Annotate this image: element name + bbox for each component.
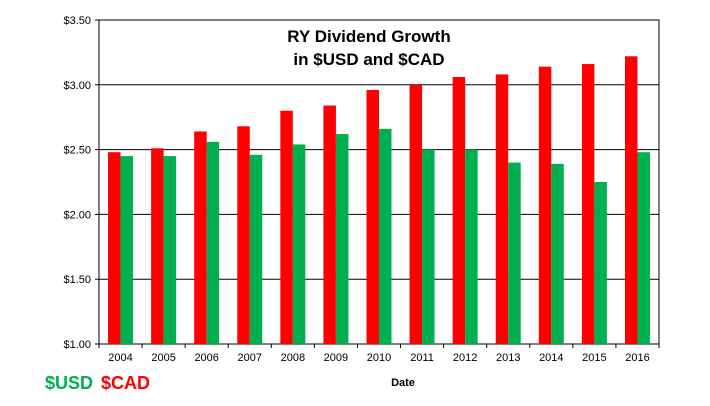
bar-usd-2009 — [335, 134, 349, 344]
chart-title-line-2: in $USD and $CAD — [293, 50, 444, 69]
x-tick-label: 2006 — [194, 352, 218, 364]
bar-cad-2011 — [409, 84, 423, 345]
x-axis-title: Date — [391, 377, 415, 389]
bar-usd-2013 — [508, 162, 521, 344]
x-tick-label: 2007 — [238, 352, 262, 364]
chart-title-line-1: RY Dividend Growth — [287, 27, 450, 46]
x-tick-label: 2010 — [367, 352, 391, 364]
x-tick-label: 2005 — [151, 352, 175, 364]
x-tick-label: 2014 — [539, 352, 563, 364]
legend-item-usd: $USD — [45, 373, 93, 393]
bar-usd-2014 — [551, 163, 564, 344]
x-tick-label: 2016 — [625, 352, 649, 364]
bar-cad-2009 — [323, 105, 336, 344]
x-tick-label: 2009 — [324, 352, 348, 364]
y-tick-label: $3.50 — [63, 15, 91, 27]
x-tick-label: 2004 — [108, 352, 132, 364]
bar-cad-2008 — [280, 110, 293, 344]
x-tick-label: 2008 — [281, 352, 305, 364]
bar-cad-2006 — [194, 131, 207, 344]
x-tick-label: 2015 — [582, 352, 606, 364]
bar-cad-2014 — [538, 66, 552, 344]
y-tick-label: $1.00 — [63, 339, 91, 351]
x-tick-label: 2012 — [453, 352, 477, 364]
x-tick-labels: 2004 2005 2006 2007 2008 2009 2010 2011 2012 2013… — [108, 352, 649, 364]
legend: $USD $CAD — [45, 373, 150, 393]
legend-item-cad: $CAD — [101, 373, 150, 393]
bar-usd-2012 — [465, 149, 478, 344]
bar-cad-2010 — [366, 89, 379, 344]
bar-usd-2004 — [120, 156, 134, 344]
bar-usd-2007 — [249, 154, 263, 344]
y-tick-label: $2.50 — [63, 145, 91, 157]
bar-usd-2005 — [163, 156, 177, 344]
x-tick-label: 2013 — [496, 352, 520, 364]
bar-cad-2016 — [624, 56, 638, 345]
y-tick-label: $3.00 — [63, 80, 91, 92]
bar-cad-2012 — [452, 77, 466, 345]
bar-usd-2011 — [422, 149, 435, 344]
bar-usd-2016 — [637, 152, 650, 344]
bar-cad-2013 — [495, 74, 509, 344]
x-tick-label: 2011 — [410, 352, 434, 364]
bar-cad-2004 — [108, 152, 121, 344]
bar-usd-2008 — [292, 144, 306, 344]
bar-cad-2005 — [151, 148, 164, 344]
bars-group — [108, 56, 650, 345]
y-tick-label: $1.50 — [63, 274, 91, 286]
bar-usd-2015 — [594, 182, 607, 344]
bar-usd-2010 — [379, 128, 392, 344]
bar-cad-2007 — [237, 126, 250, 344]
y-tick-labels: $1.00 $1.50 $2.00 $2.50 $3.00 $3.50 — [63, 15, 91, 351]
bar-usd-2006 — [206, 141, 220, 344]
bar-cad-2015 — [581, 64, 595, 345]
y-tick-label: $2.00 — [63, 209, 91, 221]
